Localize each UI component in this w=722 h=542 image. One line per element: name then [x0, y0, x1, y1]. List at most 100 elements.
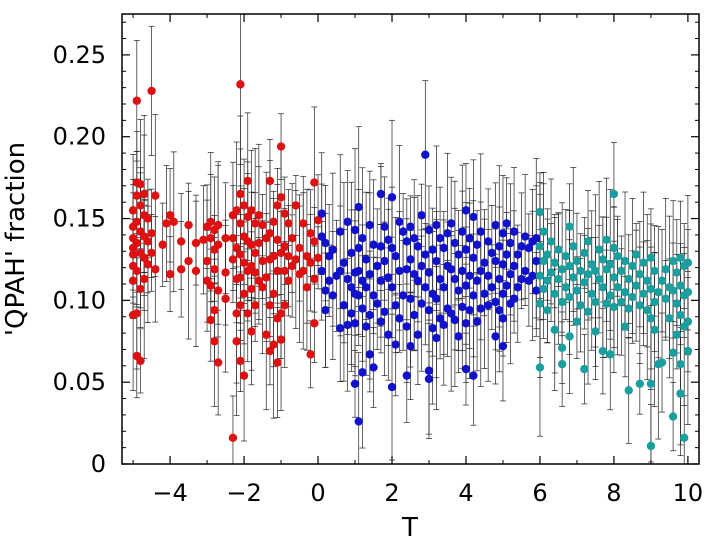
- data-point: [354, 202, 363, 212]
- data-point: [384, 273, 393, 282]
- data-point: [635, 269, 645, 279]
- data-point: [147, 86, 156, 96]
- data-point: [620, 322, 630, 331]
- data-point: [262, 273, 271, 282]
- data-point: [613, 251, 622, 261]
- data-point: [543, 250, 552, 259]
- data-point: [313, 215, 323, 225]
- data-point: [476, 304, 485, 313]
- data-point: [310, 274, 319, 284]
- data-point: [387, 382, 397, 392]
- data-point: [387, 243, 397, 253]
- data-point: [287, 233, 297, 243]
- data-point: [509, 227, 519, 236]
- data-point: [543, 305, 552, 315]
- data-point: [631, 250, 641, 259]
- data-point: [676, 310, 685, 320]
- data-point: [435, 274, 445, 284]
- data-point: [239, 371, 249, 380]
- y-tick-label: 0.10: [53, 286, 106, 314]
- data-point: [617, 266, 626, 276]
- data-point: [350, 225, 360, 235]
- data-point: [321, 305, 330, 315]
- data-point: [620, 256, 630, 266]
- data-point: [532, 286, 541, 295]
- data-point: [158, 240, 167, 249]
- data-point: [639, 289, 648, 299]
- data-point: [302, 251, 312, 261]
- data-point: [132, 96, 141, 105]
- data-point: [254, 276, 264, 285]
- data-point: [210, 305, 219, 315]
- data-point: [354, 243, 363, 253]
- data-point: [343, 320, 352, 330]
- data-point: [657, 276, 667, 285]
- data-point: [520, 232, 530, 241]
- data-point: [668, 256, 678, 266]
- data-point: [384, 235, 393, 245]
- data-point: [343, 217, 352, 227]
- data-point: [650, 325, 659, 335]
- data-point: [561, 251, 571, 261]
- data-point: [269, 340, 278, 349]
- data-point: [528, 271, 537, 281]
- data-point: [572, 256, 582, 266]
- data-point: [376, 276, 386, 285]
- data-point: [591, 297, 600, 307]
- data-point: [365, 220, 375, 230]
- data-point: [513, 250, 522, 259]
- data-point: [624, 304, 633, 313]
- data-point: [236, 219, 245, 228]
- data-point: [676, 253, 685, 263]
- data-point: [491, 220, 500, 230]
- data-point: [583, 307, 593, 317]
- data-point: [580, 364, 589, 374]
- data-point: [513, 283, 522, 292]
- data-point: [550, 289, 559, 299]
- data-point: [421, 283, 430, 292]
- data-point: [128, 250, 138, 259]
- data-point: [409, 233, 419, 243]
- data-point: [343, 274, 352, 284]
- data-point: [476, 227, 485, 236]
- data-point: [580, 278, 589, 287]
- data-point: [676, 359, 685, 369]
- data-point: [176, 265, 186, 274]
- data-point: [483, 271, 493, 281]
- data-point: [317, 232, 326, 241]
- data-point: [602, 235, 611, 245]
- data-point: [495, 242, 504, 251]
- data-point: [413, 276, 423, 285]
- data-point: [136, 284, 145, 294]
- data-point: [221, 294, 230, 303]
- data-point: [184, 256, 193, 266]
- data-point: [254, 238, 264, 248]
- data-point: [424, 225, 434, 235]
- data-point: [250, 219, 260, 228]
- data-point: [413, 330, 423, 339]
- data-point: [668, 412, 678, 421]
- data-point: [491, 332, 500, 341]
- data-point: [324, 251, 334, 261]
- data-point: [480, 289, 489, 299]
- data-point: [650, 266, 659, 276]
- data-point: [406, 255, 415, 264]
- data-point: [273, 266, 282, 276]
- data-point: [239, 258, 249, 267]
- data-point: [617, 297, 626, 307]
- data-point: [354, 291, 363, 300]
- data-point: [587, 260, 596, 269]
- data-point: [657, 358, 667, 367]
- data-point: [287, 261, 297, 271]
- data-point: [221, 268, 230, 277]
- data-point: [139, 274, 149, 284]
- data-point: [461, 319, 471, 328]
- data-point: [354, 266, 363, 276]
- data-point: [128, 206, 138, 215]
- data-point: [465, 305, 474, 315]
- data-point: [646, 314, 656, 323]
- x-tick-label: 4: [458, 479, 473, 507]
- data-point: [565, 332, 574, 341]
- data-point: [417, 261, 426, 271]
- data-point: [646, 284, 656, 294]
